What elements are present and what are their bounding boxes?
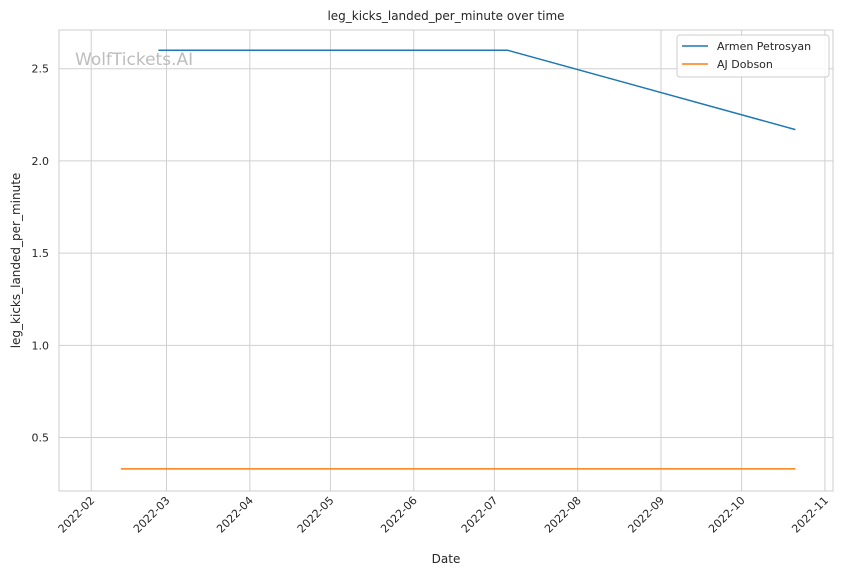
series-line-0 — [158, 49, 796, 131]
plot-area — [58, 29, 834, 492]
legend: Armen Petrosyan AJ Dobson — [676, 34, 830, 78]
y-tick-label: 1.0 — [32, 339, 50, 352]
y-tick-labels: 0.5 1.0 1.5 2.0 2.5 — [32, 63, 50, 445]
y-tick-label: 2.5 — [32, 63, 50, 76]
y-tick-label: 1.5 — [32, 247, 50, 260]
legend-entry: Armen Petrosyan — [717, 40, 811, 53]
y-tick-label: 2.0 — [32, 155, 50, 168]
y-tick-label: 0.5 — [32, 432, 50, 445]
x-gridlines — [90, 30, 826, 491]
series-lines — [120, 49, 796, 470]
legend-box — [676, 34, 830, 78]
watermark: WolfTickets.AI — [75, 50, 193, 70]
x-axis-label: Date — [432, 552, 461, 566]
legend-entry: AJ Dobson — [717, 58, 773, 71]
y-axis-label: leg_kicks_landed_per_minute — [9, 173, 23, 349]
chart-title: leg_kicks_landed_per_minute over time — [327, 9, 564, 23]
